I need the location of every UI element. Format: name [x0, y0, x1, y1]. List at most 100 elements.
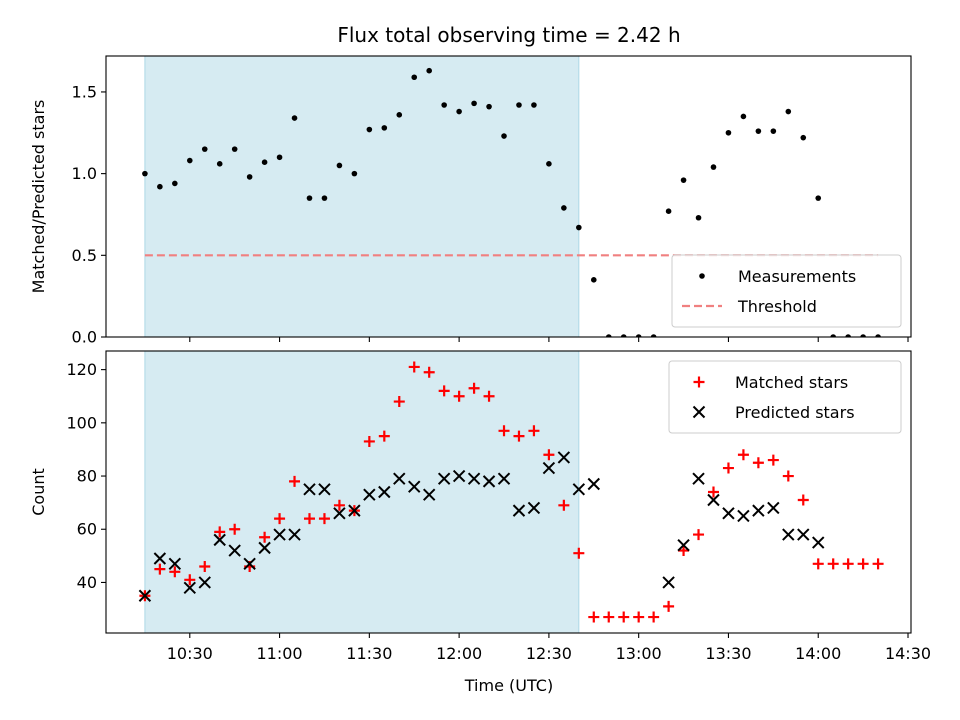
data-point [168, 557, 182, 571]
legend-label: Predicted stars [735, 403, 855, 422]
data-point [258, 541, 271, 555]
y-tick-label: 120 [66, 360, 97, 379]
data-point [737, 449, 749, 461]
data-point [558, 499, 570, 511]
data-point [363, 488, 376, 501]
data-point [259, 531, 271, 543]
data-point [213, 533, 226, 547]
data-point [767, 454, 779, 466]
data-point [662, 576, 675, 589]
data-point [543, 449, 555, 461]
data-point [456, 108, 462, 115]
data-point [605, 334, 612, 337]
y-tick-label: 0.0 [72, 328, 97, 347]
data-point [512, 504, 526, 517]
data-point [527, 501, 541, 515]
data-point [261, 159, 268, 165]
legend-label: Measurements [738, 267, 856, 286]
data-point [528, 425, 540, 437]
x-tick-label: 14:30 [885, 644, 931, 663]
x-tick-label: 11:30 [346, 644, 392, 663]
data-point [573, 547, 585, 559]
data-point [378, 485, 391, 499]
chart-title: Flux total observing time = 2.42 h [337, 23, 680, 47]
legend-box [671, 254, 902, 328]
data-point [229, 523, 241, 535]
data-point [438, 385, 450, 397]
data-point [740, 113, 747, 120]
data-point [154, 563, 166, 575]
data-point [830, 334, 836, 337]
data-point [497, 472, 511, 485]
data-point [557, 451, 571, 464]
data-point [770, 128, 777, 134]
data-point [845, 334, 851, 337]
data-point [875, 334, 881, 337]
data-point [678, 545, 690, 557]
data-point [396, 112, 403, 118]
data-point [142, 170, 148, 177]
x-tick-label: 13:00 [616, 644, 662, 663]
y-tick-label: 100 [66, 413, 97, 432]
data-point [303, 483, 316, 496]
y-axis-label: Count [29, 468, 48, 516]
data-point [273, 528, 286, 541]
data-point [381, 125, 388, 131]
data-point [153, 552, 167, 565]
data-point [426, 67, 432, 74]
bottom-panel: 40 60 80 100 120 10:30 11:00 11:30 12:00 12:30 13:… [29, 350, 931, 663]
y-tick-label: 1.0 [72, 164, 97, 183]
data-point [872, 558, 884, 570]
data-point [782, 470, 794, 482]
axes-frame [105, 55, 912, 338]
data-point [501, 133, 507, 139]
data-point [336, 162, 343, 169]
data-point [423, 366, 435, 378]
legend-marker [692, 405, 706, 419]
data-point [216, 161, 223, 167]
data-point [498, 425, 510, 437]
data-point [800, 134, 807, 141]
legend-label: Threshold [737, 297, 817, 316]
data-point [243, 557, 256, 571]
data-point [198, 576, 211, 589]
series-measurements [142, 67, 881, 337]
data-point [321, 195, 328, 201]
data-point [288, 528, 301, 541]
data-point [378, 430, 390, 442]
data-point [172, 180, 178, 187]
legend: Matched stars Predicted stars [668, 360, 902, 434]
x-tick-label: 13:30 [705, 644, 751, 663]
legend-label: Matched stars [735, 373, 848, 392]
data-point [231, 146, 238, 152]
data-point [737, 509, 750, 523]
top-panel: 0.0 0.5 1.0 1.5 Matched/Predicted stars Measu… [29, 55, 912, 347]
data-point [680, 177, 687, 183]
data-point [274, 513, 286, 525]
series-matched-stars [139, 361, 884, 623]
data-point [483, 390, 495, 402]
data-point [453, 390, 465, 402]
data-point [411, 74, 418, 81]
data-point [138, 589, 152, 602]
data-point [677, 539, 690, 552]
observing-span [144, 350, 580, 634]
legend: Measurements Threshold [671, 254, 902, 328]
data-point [650, 334, 657, 337]
observing-span [144, 55, 580, 338]
y-tick-label: 40 [77, 573, 97, 592]
data-point [782, 528, 795, 541]
data-point [348, 504, 361, 517]
data-point [588, 611, 600, 623]
data-point [722, 462, 734, 474]
data-point [318, 483, 331, 496]
y-tick-label: 0.5 [72, 246, 97, 265]
data-point [546, 161, 552, 167]
data-point [618, 611, 630, 623]
data-point [363, 435, 375, 447]
data-point [303, 513, 315, 525]
data-point [291, 115, 298, 121]
data-point [513, 430, 525, 442]
data-point [665, 208, 672, 215]
data-point [214, 526, 226, 538]
